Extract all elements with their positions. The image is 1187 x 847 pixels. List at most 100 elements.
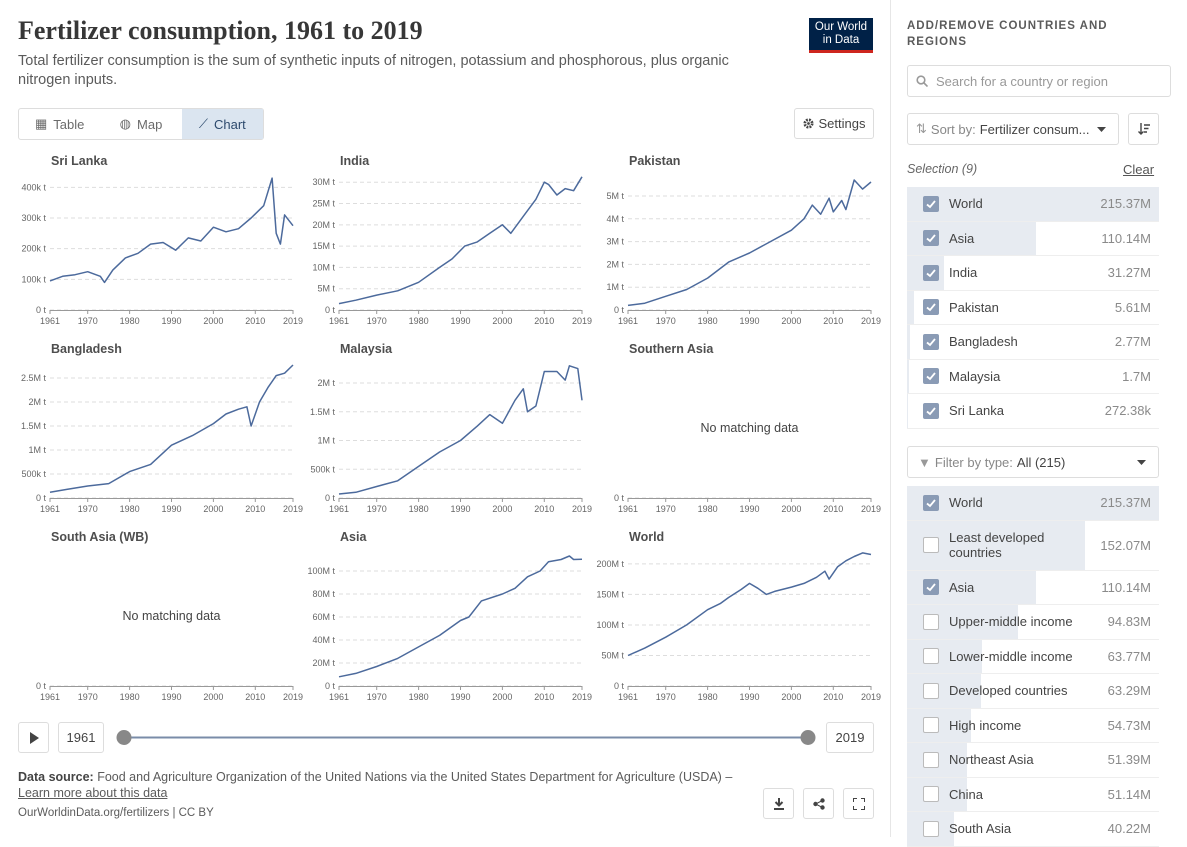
fullscreen-button[interactable] (843, 788, 874, 819)
slider-handle[interactable] (801, 730, 816, 745)
checkbox[interactable] (923, 614, 939, 630)
entity-value: 31.27M (1108, 265, 1151, 280)
y-tick-label: 2M t (317, 378, 335, 388)
x-tick-label: 2019 (283, 692, 303, 702)
y-tick-label: 100M t (307, 566, 335, 576)
download-button[interactable] (763, 788, 794, 819)
learn-more-link[interactable]: Learn more about this data (18, 786, 167, 800)
entity-value: 2.77M (1115, 334, 1151, 349)
x-tick-label: 1970 (656, 504, 676, 514)
footer-url[interactable]: OurWorldinData.org/fertilizers | CC BY (18, 805, 778, 821)
y-tick-label: 1M t (28, 445, 46, 455)
sort-order-button[interactable] (1128, 113, 1159, 145)
y-tick-label: 5M t (317, 284, 335, 294)
end-year[interactable]: 2019 (826, 722, 874, 753)
sort-value: Fertilizer consum... (980, 122, 1090, 137)
entity-name: Upper-middle income (949, 614, 1108, 629)
check-mark (924, 266, 938, 280)
check-mark (924, 369, 938, 383)
entity-value: 51.14M (1108, 787, 1151, 802)
checkbox[interactable] (923, 495, 939, 511)
checkbox[interactable] (923, 579, 939, 595)
search-box[interactable]: Search for a country or region (907, 65, 1171, 97)
data-line (339, 556, 582, 677)
slider-handle[interactable] (117, 730, 132, 745)
x-tick-label: 2000 (203, 316, 223, 326)
data-line (50, 365, 293, 492)
entity-value: 152.07M (1100, 538, 1151, 553)
filter-label: Filter by type: (935, 455, 1013, 470)
y-tick-label: 15M t (312, 241, 335, 251)
checkbox[interactable] (923, 403, 939, 419)
entity-name: South Asia (949, 821, 1108, 836)
y-tick-label: 400k t (21, 182, 46, 192)
x-tick-label: 1980 (409, 504, 429, 514)
entity-value: 1.7M (1122, 369, 1151, 384)
x-tick-label: 1980 (698, 316, 718, 326)
entity-name: World (949, 196, 1100, 211)
time-slider[interactable] (110, 722, 820, 753)
entity-value: 40.22M (1108, 821, 1151, 836)
y-tick-label: 0 t (614, 493, 625, 503)
checkbox[interactable] (923, 265, 939, 281)
panel-title: Southern Asia (629, 342, 714, 356)
panel-title: South Asia (WB) (51, 530, 148, 544)
x-tick-label: 1970 (656, 316, 676, 326)
checkbox[interactable] (923, 786, 939, 802)
x-tick-label: 1990 (450, 316, 470, 326)
filter-dropdown[interactable]: ▼Filter by type:All (215) (907, 446, 1159, 478)
x-tick-label: 1980 (120, 504, 140, 514)
checkbox[interactable] (923, 683, 939, 699)
y-tick-label: 4M t (606, 214, 624, 224)
start-year[interactable]: 1961 (58, 722, 104, 753)
checkbox[interactable] (923, 648, 939, 664)
checkbox[interactable] (923, 752, 939, 768)
y-tick-label: 0 t (325, 493, 336, 503)
x-tick-label: 1990 (161, 504, 181, 514)
share-button[interactable] (803, 788, 834, 819)
checkbox[interactable] (923, 368, 939, 384)
x-tick-label: 1990 (450, 504, 470, 514)
checkbox[interactable] (923, 537, 939, 553)
caret (1137, 460, 1146, 466)
y-tick-label: 150M t (596, 589, 624, 599)
clear-button[interactable]: Clear (1123, 162, 1154, 177)
entity-value: 110.14M (1101, 231, 1151, 246)
checkbox[interactable] (923, 230, 939, 246)
checkbox[interactable] (923, 196, 939, 212)
checkbox[interactable] (923, 299, 939, 315)
play-button[interactable] (18, 722, 49, 753)
checkbox[interactable] (923, 334, 939, 350)
entity-name: Least developed countries (949, 530, 1100, 560)
entity-name: Sri Lanka (949, 403, 1105, 418)
x-tick-label: 1961 (329, 504, 349, 514)
sort-dropdown[interactable]: ⇅Sort by:Fertilizer consum... (907, 113, 1119, 145)
x-tick-label: 1970 (367, 504, 387, 514)
checkbox[interactable] (923, 717, 939, 733)
entity-value: 110.14M (1101, 580, 1151, 595)
data-line (339, 177, 582, 304)
caret (1097, 127, 1106, 133)
y-tick-label: 0 t (325, 681, 336, 691)
checkbox[interactable] (923, 821, 939, 837)
panel-title: World (629, 530, 664, 544)
